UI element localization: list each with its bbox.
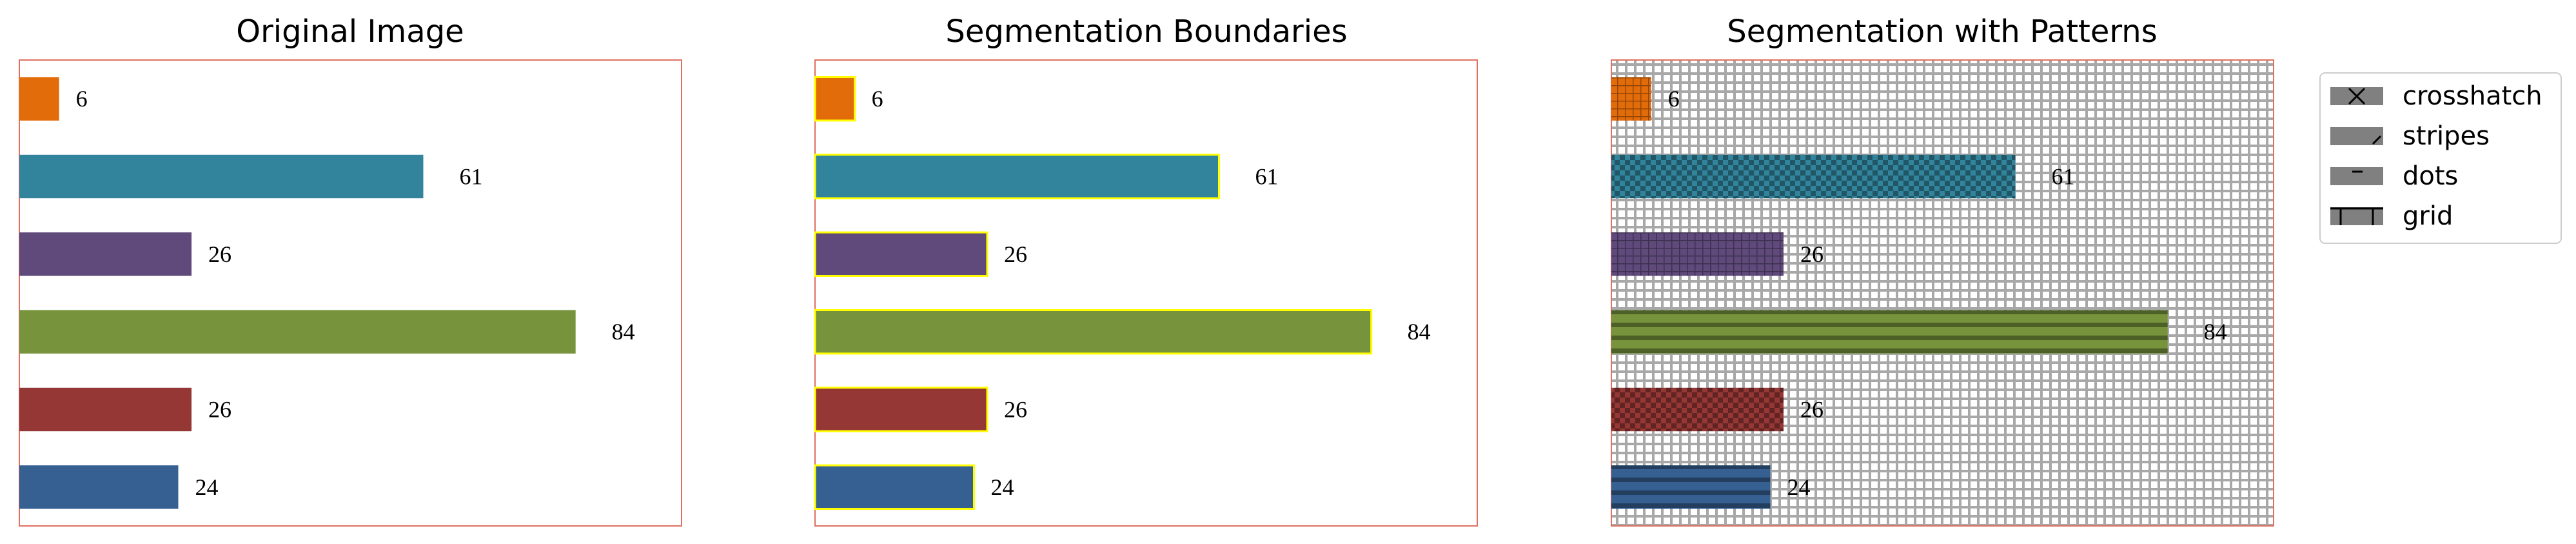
- legend: crosshatch stripes dots grid: [2319, 72, 2562, 244]
- bar-5-plain: [19, 465, 179, 509]
- bars-patterns: 6 61 26 84 26 24: [1611, 77, 2227, 509]
- legend-label-grid: grid: [2403, 201, 2453, 231]
- value-label-3: 84: [2204, 319, 2227, 345]
- bar-2-outline: [814, 231, 988, 277]
- value-label-2: 26: [208, 241, 231, 267]
- grid-pattern-icon: [2330, 207, 2383, 225]
- panel-title-boundaries: Segmentation Boundaries: [945, 14, 1347, 50]
- value-label-4: 26: [1004, 397, 1027, 423]
- bar-2-pattern-overlay: [1611, 232, 1784, 276]
- bar-1-outline: [814, 154, 1220, 199]
- value-label-4: 26: [1800, 397, 1824, 423]
- value-label-0: 6: [1668, 86, 1680, 112]
- legend-label-stripes: stripes: [2403, 121, 2490, 151]
- bar-4-pattern-overlay: [1611, 387, 1784, 432]
- bars-original: 6 61 26 84 26 24: [19, 77, 635, 509]
- panel-patterns-frame: [1611, 59, 2274, 527]
- dots-pattern-icon: [2330, 167, 2383, 185]
- legend-label-crosshatch: crosshatch: [2403, 81, 2542, 111]
- value-label-1: 61: [459, 164, 482, 190]
- legend-box: [2319, 72, 2562, 244]
- bar-0-pattern-overlay: [1611, 77, 1651, 121]
- value-label-4: 26: [208, 397, 231, 423]
- bars-boundaries: 6 61 26 84 26 24: [814, 76, 1431, 510]
- legend-item-grid: grid: [2330, 201, 2453, 231]
- legend-item-crosshatch: crosshatch: [2330, 81, 2542, 111]
- value-label-5: 24: [195, 474, 218, 500]
- panel-boundaries-frame: [814, 59, 1478, 527]
- bar-3-pattern-overlay: [1611, 310, 2168, 354]
- value-label-3: 84: [612, 319, 635, 345]
- value-label-3: 84: [1408, 319, 1431, 345]
- bar-2-plain: [19, 232, 192, 276]
- bar-5-pattern-overlay: [1611, 465, 1771, 509]
- panel-title-original: Original Image: [236, 14, 464, 50]
- panel-original-frame: [19, 59, 682, 527]
- bar-4-outline: [814, 387, 988, 432]
- bar-0-plain: [19, 77, 59, 121]
- panel-title-patterns: Segmentation with Patterns: [1727, 14, 2157, 50]
- bar-1-pattern-overlay: [1611, 154, 2016, 199]
- bar-1-plain: [19, 154, 424, 199]
- legend-label-dots: dots: [2403, 161, 2458, 191]
- bar-4-plain: [19, 387, 192, 432]
- value-label-0: 6: [872, 86, 883, 112]
- value-label-2: 26: [1004, 241, 1027, 267]
- value-label-1: 61: [2051, 164, 2074, 190]
- legend-item-dots: dots: [2330, 161, 2458, 191]
- value-label-5: 24: [990, 474, 1014, 500]
- bar-3-outline: [814, 308, 1373, 355]
- value-label-1: 61: [1255, 164, 1278, 190]
- value-label-0: 6: [76, 86, 88, 112]
- value-label-5: 24: [1787, 474, 1810, 500]
- bar-3-plain: [19, 310, 576, 354]
- bar-0-outline: [814, 76, 856, 122]
- value-label-2: 26: [1800, 241, 1824, 267]
- legend-item-stripes: stripes: [2330, 121, 2490, 151]
- bar-5-outline: [814, 464, 975, 510]
